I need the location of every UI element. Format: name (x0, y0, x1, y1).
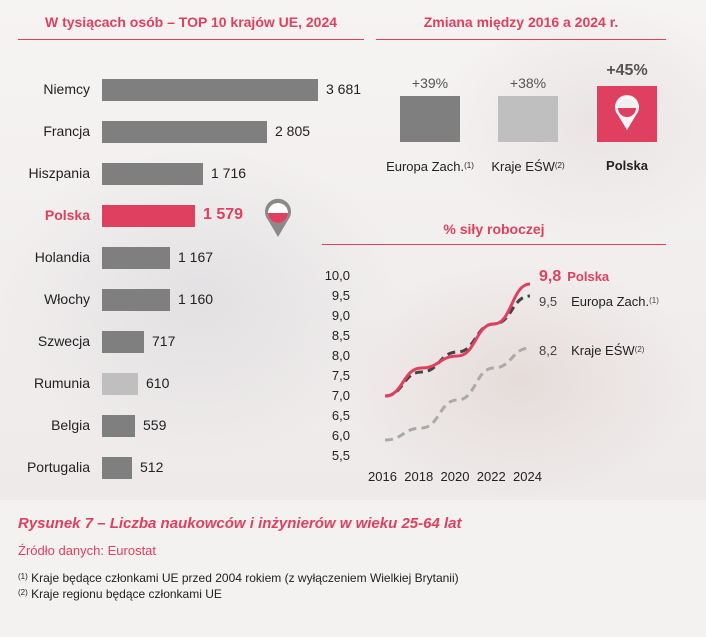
x-tick-label: 2016 (368, 469, 397, 484)
y-tick-label: 9,5 (331, 288, 350, 303)
change-pct-cee: +38% (509, 75, 547, 91)
bar-value-label: 512 (140, 459, 164, 475)
y-tick-label: 8,5 (331, 328, 350, 343)
y-tick-label: 8,0 (331, 348, 350, 363)
bar (102, 247, 170, 269)
bar-label: Hiszpania (28, 165, 90, 181)
bar (102, 331, 144, 353)
bar (102, 163, 203, 185)
bar (102, 289, 170, 311)
bar-label: Szwecja (37, 333, 90, 349)
bar (102, 205, 195, 227)
left-panel-rule (18, 39, 364, 40)
bar-value-label: 717 (152, 333, 176, 349)
left-panel-title: W tysiącach osób – TOP 10 krajów UE, 202… (44, 14, 338, 30)
series-end-label: 8,2 Kraje EŚW(2) (539, 343, 645, 358)
y-tick-label: 5,5 (331, 448, 350, 463)
bar (102, 373, 138, 395)
change-pct-poland: +45% (606, 62, 648, 79)
bar-label: Belgia (51, 417, 90, 433)
bar-label: Francja (43, 123, 90, 139)
line-panel-title: % siły roboczej (443, 221, 545, 237)
y-tick-label: 9,0 (331, 308, 350, 323)
bar-label: Niemcy (43, 81, 90, 97)
change-pct-west: +39% (411, 75, 449, 91)
change-box-poland (597, 86, 657, 142)
y-tick-label: 6,0 (331, 428, 350, 443)
bar-value-label: 1 167 (178, 249, 214, 265)
x-tick-label: 2018 (404, 469, 434, 484)
y-tick-label: 10,0 (324, 268, 350, 283)
bar-value-label: 1 716 (211, 165, 247, 181)
figure-caption: Rysunek 7 – Liczba naukowców i inżynieró… (18, 515, 462, 532)
change-name-cee: Kraje EŚW(2) (491, 159, 565, 174)
x-tick-label: 2022 (476, 469, 506, 484)
bar-label: Portugalia (26, 459, 90, 475)
bar-label: Włochy (44, 291, 90, 307)
change-panel-title: Zmiana między 2016 a 2024 r. (423, 14, 619, 30)
poland-flag-pin-icon (615, 95, 639, 130)
series-end-label: 9,8 Polska (539, 268, 610, 285)
bar-value-label: 2 805 (275, 123, 311, 139)
footnote-1: (1) Kraje będące członkami UE przed 2004… (18, 571, 459, 585)
change-name-poland: Polska (606, 158, 648, 173)
change-box-cee (498, 96, 558, 142)
y-tick-label: 6,5 (331, 408, 350, 423)
x-tick-label: 2020 (440, 469, 470, 484)
bar-value-label: 559 (143, 417, 167, 433)
bar-value-label: 3 681 (326, 81, 362, 97)
change-box-west (400, 96, 460, 142)
bar (102, 121, 267, 143)
bar-value-label: 1 579 (203, 206, 244, 223)
bar-value-label: 1 160 (178, 291, 214, 307)
bar-value-label: 610 (146, 375, 170, 391)
bar-label: Polska (44, 207, 90, 223)
data-source: Źródło danych: Eurostat (18, 543, 157, 558)
bar (102, 457, 132, 479)
poland-flag-pin-icon (265, 198, 291, 237)
y-tick-label: 7,0 (331, 388, 350, 403)
bar (102, 79, 318, 101)
footnote-2: (2) Kraje regionu będące członkami UE (18, 587, 222, 601)
change-panel-rule (376, 39, 666, 40)
bar (102, 415, 135, 437)
y-tick-label: 7,5 (331, 368, 350, 383)
change-name-west: Europa Zach.(1) (386, 159, 474, 174)
bar-label: Holandia (34, 249, 90, 265)
line-panel-rule (322, 244, 666, 245)
series-end-label: 9,5 Europa Zach.(1) (539, 294, 659, 309)
x-tick-label: 2024 (513, 469, 542, 484)
bar-label: Rumunia (33, 375, 90, 391)
